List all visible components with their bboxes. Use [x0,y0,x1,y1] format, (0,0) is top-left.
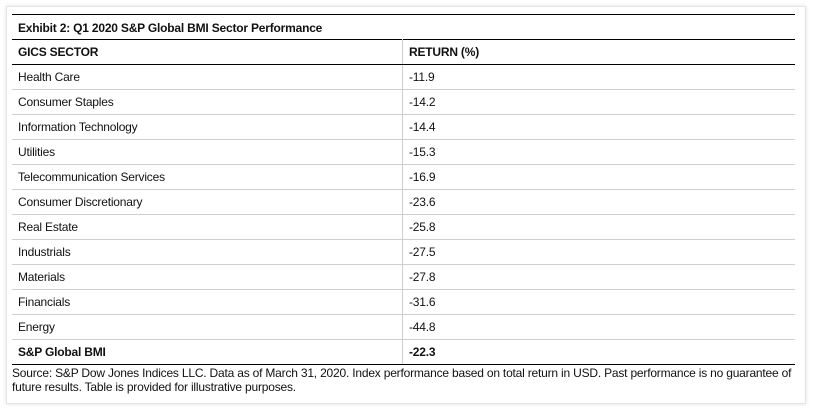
return-cell: -15.3 [402,139,795,165]
sector-cell: Information Technology [12,114,403,140]
sector-cell: Health Care [12,64,403,90]
return-cell: -14.2 [402,89,795,115]
return-cell: -22.3 [402,339,795,365]
sector-table: GICS SECTOR RETURN (%) Health Care -11.9 C… [12,39,795,365]
return-cell: -25.8 [402,214,795,240]
return-cell: -23.6 [402,189,795,215]
sector-row: Real Estate -25.8 [12,214,795,240]
sector-row: Information Technology -14.4 [12,114,795,140]
return-cell: -27.5 [402,239,795,265]
header-row: GICS SECTOR RETURN (%) [12,39,795,65]
header-cell: RETURN (%) [402,39,795,65]
return-cell: -27.8 [402,264,795,290]
sector-row: Utilities -15.3 [12,139,795,165]
exhibit-title: Exhibit 2: Q1 2020 S&P Global BMI Sector… [12,14,795,39]
sector-cell: Real Estate [12,214,403,240]
return-cell: -31.6 [402,289,795,315]
return-cell: -44.8 [402,314,795,340]
source-note: Source: S&P Dow Jones Indices LLC. Data … [12,366,792,394]
sector-row: Energy -44.8 [12,314,795,340]
sector-cell: Energy [12,314,403,340]
sector-cell: S&P Global BMI [12,339,403,365]
sector-cell: Consumer Discretionary [12,189,403,215]
sector-cell: Utilities [12,139,403,165]
sector-row: Industrials -27.5 [12,239,795,265]
sector-cell: Consumer Staples [12,89,403,115]
sector-row: Telecommunication Services -16.9 [12,164,795,190]
return-cell: -14.4 [402,114,795,140]
return-cell: -11.9 [402,64,795,90]
sector-cell: Telecommunication Services [12,164,403,190]
table-body: GICS SECTOR RETURN (%) Health Care -11.9 C… [12,39,795,365]
sector-cell: Financials [12,289,403,315]
sector-row: Consumer Discretionary -23.6 [12,189,795,215]
return-cell: -16.9 [402,164,795,190]
sector-row: Materials -27.8 [12,264,795,290]
exhibit-frame [6,6,806,404]
sector-cell: Materials [12,264,403,290]
total-row: S&P Global BMI -22.3 [12,339,795,365]
sector-row: Consumer Staples -14.2 [12,89,795,115]
header-cell: GICS SECTOR [12,39,403,65]
sector-row: Health Care -11.9 [12,64,795,90]
sector-row: Financials -31.6 [12,289,795,315]
sector-cell: Industrials [12,239,403,265]
